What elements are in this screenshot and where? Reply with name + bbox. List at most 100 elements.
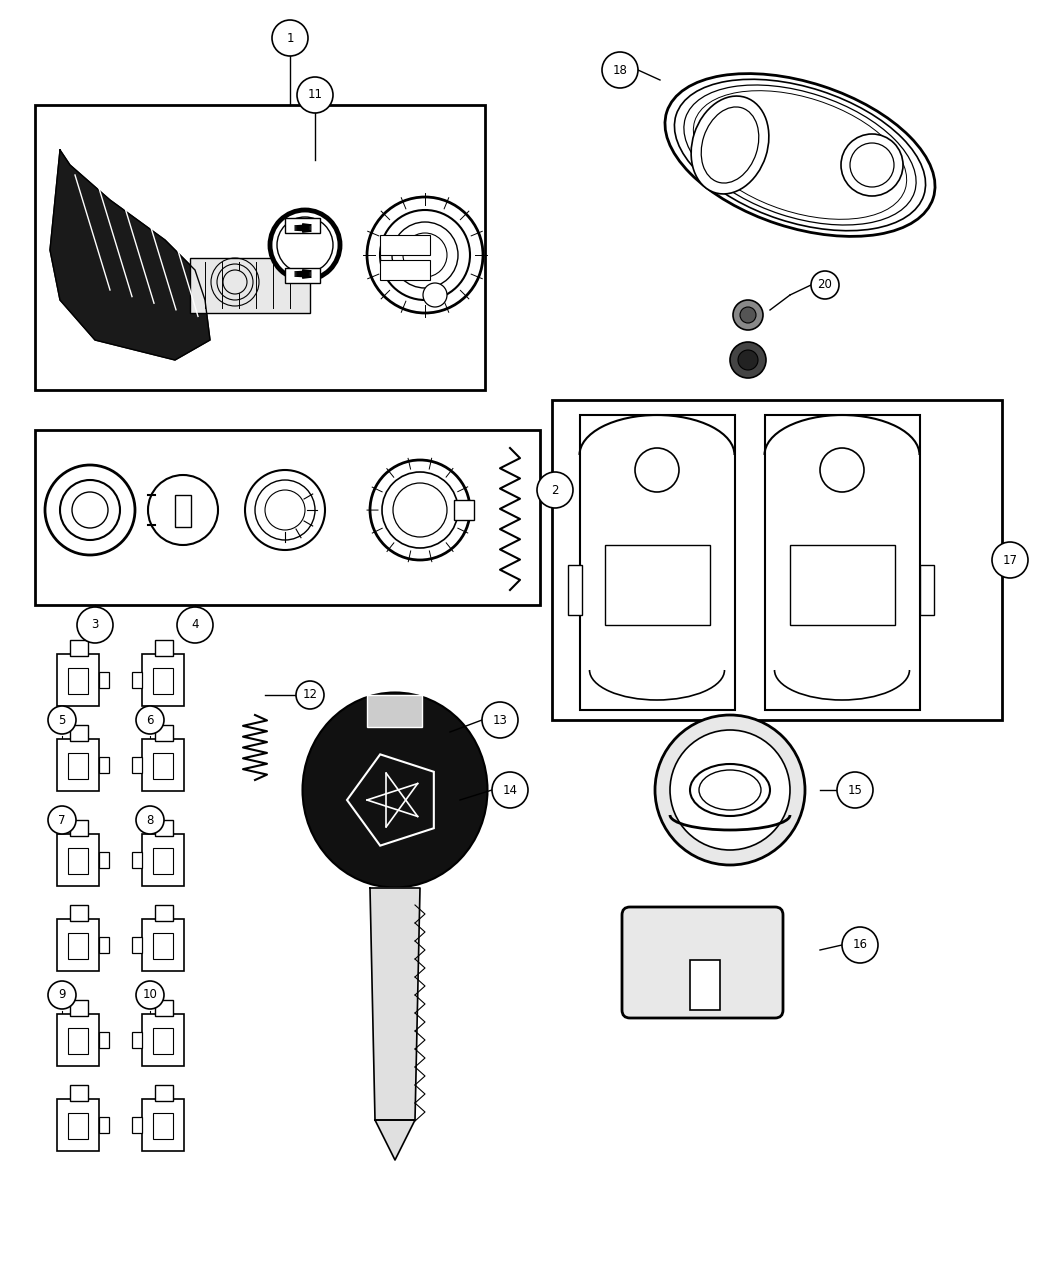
Text: 1: 1 — [287, 32, 294, 45]
Text: 12: 12 — [302, 688, 317, 701]
Bar — [175, 495, 191, 527]
Circle shape — [730, 342, 766, 377]
FancyBboxPatch shape — [622, 907, 783, 1017]
Bar — [35, 105, 485, 390]
Bar — [142, 654, 184, 706]
Ellipse shape — [691, 96, 769, 194]
Text: 15: 15 — [847, 784, 862, 797]
Circle shape — [382, 472, 458, 548]
Text: 3: 3 — [91, 618, 99, 631]
Circle shape — [136, 706, 164, 734]
Circle shape — [136, 980, 164, 1009]
Bar — [99, 672, 109, 689]
Bar — [132, 1117, 142, 1133]
Bar — [57, 1099, 99, 1151]
Bar — [155, 1000, 173, 1016]
Bar — [132, 937, 142, 952]
Circle shape — [635, 448, 679, 492]
Text: 7: 7 — [58, 813, 66, 826]
Bar — [380, 235, 430, 255]
Circle shape — [837, 771, 873, 808]
Circle shape — [992, 542, 1028, 578]
Bar — [70, 725, 88, 741]
Bar — [552, 400, 1002, 720]
Ellipse shape — [701, 107, 759, 184]
Bar — [99, 1117, 109, 1133]
Bar — [68, 1113, 88, 1139]
Circle shape — [393, 483, 447, 537]
Bar — [142, 834, 184, 886]
Circle shape — [148, 476, 218, 544]
Text: 9: 9 — [58, 988, 66, 1001]
Circle shape — [537, 472, 573, 507]
Bar — [68, 933, 88, 959]
Bar — [368, 695, 422, 727]
Bar — [57, 919, 99, 972]
Bar — [790, 544, 895, 625]
Bar — [285, 218, 320, 233]
Bar — [380, 260, 430, 280]
Circle shape — [245, 470, 326, 550]
Circle shape — [48, 806, 76, 834]
Ellipse shape — [665, 74, 934, 236]
Circle shape — [368, 198, 483, 312]
Circle shape — [72, 492, 108, 528]
Circle shape — [670, 731, 790, 850]
Circle shape — [733, 300, 763, 330]
Circle shape — [77, 607, 113, 643]
Circle shape — [265, 490, 304, 530]
Circle shape — [223, 270, 247, 295]
Polygon shape — [370, 887, 420, 1119]
Text: 20: 20 — [818, 278, 833, 292]
Bar — [155, 640, 173, 657]
Bar — [99, 852, 109, 868]
Circle shape — [655, 715, 805, 864]
Bar — [68, 668, 88, 694]
Bar — [57, 1014, 99, 1066]
Bar — [70, 640, 88, 657]
Circle shape — [423, 283, 447, 307]
Bar — [132, 852, 142, 868]
Text: 4: 4 — [191, 618, 198, 631]
Circle shape — [272, 20, 308, 56]
Circle shape — [255, 479, 315, 541]
Bar — [190, 258, 310, 312]
Circle shape — [738, 351, 758, 370]
Bar — [99, 1031, 109, 1048]
Bar — [155, 725, 173, 741]
Bar — [68, 1028, 88, 1054]
Circle shape — [45, 465, 135, 555]
Polygon shape — [50, 150, 210, 360]
Bar — [70, 1085, 88, 1102]
Bar — [155, 905, 173, 921]
Text: 8: 8 — [146, 813, 153, 826]
Circle shape — [482, 703, 518, 738]
Text: 18: 18 — [612, 64, 628, 76]
Circle shape — [602, 52, 638, 88]
Bar — [153, 668, 173, 694]
Bar — [765, 414, 920, 710]
Bar — [142, 919, 184, 972]
Bar — [99, 937, 109, 952]
Text: 11: 11 — [308, 88, 322, 102]
Circle shape — [403, 233, 447, 277]
Ellipse shape — [850, 143, 894, 187]
Bar — [142, 1099, 184, 1151]
Bar — [132, 672, 142, 689]
Text: 16: 16 — [853, 938, 867, 951]
Text: 17: 17 — [1003, 553, 1017, 566]
Circle shape — [842, 927, 878, 963]
Bar — [580, 414, 735, 710]
Circle shape — [270, 210, 340, 280]
Bar — [57, 654, 99, 706]
Circle shape — [296, 681, 324, 709]
Bar — [153, 1028, 173, 1054]
Bar — [57, 834, 99, 886]
Bar — [568, 565, 582, 615]
Bar — [155, 820, 173, 836]
Bar — [132, 1031, 142, 1048]
Text: 10: 10 — [143, 988, 158, 1001]
Circle shape — [811, 272, 839, 300]
Text: 5: 5 — [59, 714, 66, 727]
Circle shape — [380, 210, 470, 300]
